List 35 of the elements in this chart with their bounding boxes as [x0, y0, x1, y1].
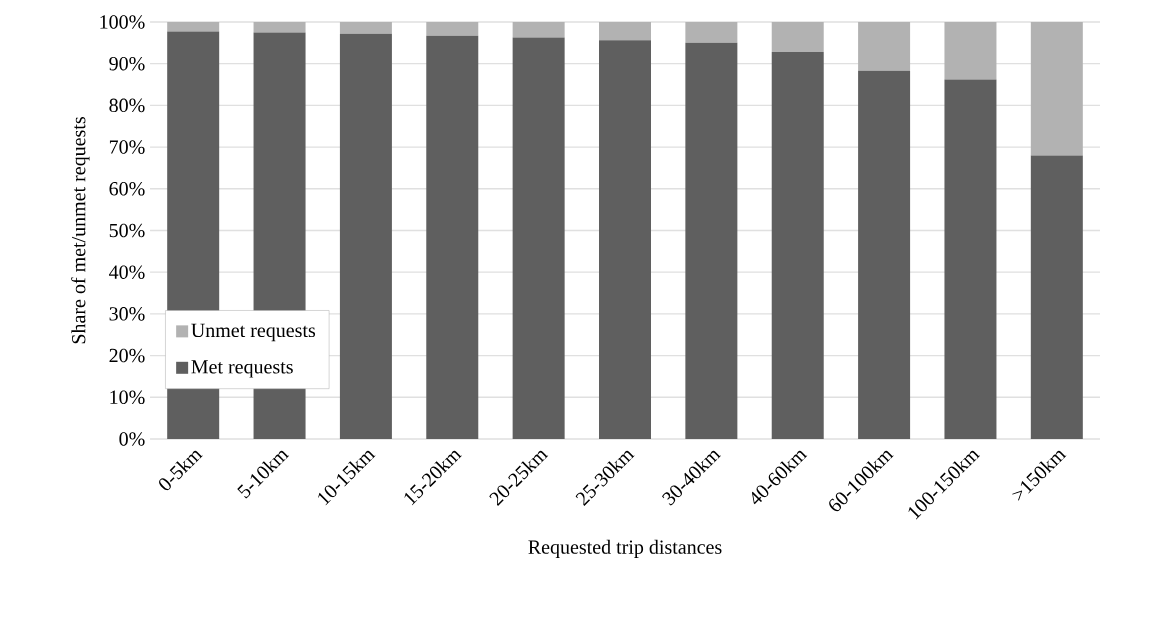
legend-label: Met requests: [191, 360, 293, 378]
y-tick-label: 0%: [119, 432, 145, 446]
bar: [426, 21, 479, 36]
bar: [771, 21, 824, 53]
bar: [426, 35, 479, 439]
bar: [1030, 155, 1083, 439]
bar: [944, 21, 997, 80]
bar: [253, 21, 306, 33]
bar: [167, 21, 220, 32]
y-tick-label: 30%: [109, 307, 145, 321]
y-tick-label: 80%: [109, 98, 145, 113]
bar: [944, 79, 997, 439]
bar: [339, 33, 392, 439]
bar: [512, 37, 565, 439]
bar: [685, 42, 738, 439]
bar: [1030, 21, 1083, 156]
y-tick-label: 70%: [109, 140, 145, 154]
bar: [858, 21, 911, 71]
y-tick-label: 10%: [110, 390, 145, 405]
y-axis-title: Share of met/unmet requests: [71, 117, 90, 344]
bar: [339, 21, 392, 34]
bar: [685, 21, 738, 43]
bar: [771, 52, 824, 439]
legend-label: Unmet requests: [191, 323, 316, 342]
y-tick-label: 50%: [109, 223, 145, 238]
y-tick-label: 20%: [109, 348, 145, 363]
bar: [599, 21, 651, 41]
bar: [512, 21, 565, 38]
x-axis-title: Requested trip distances: [528, 539, 722, 558]
bar: [599, 40, 651, 439]
bar: [858, 70, 911, 439]
y-tick-label: 40%: [109, 265, 145, 279]
y-tick-label: 100%: [100, 15, 145, 29]
y-tick-label: 90%: [109, 56, 145, 71]
y-tick-label: 60%: [109, 182, 145, 196]
